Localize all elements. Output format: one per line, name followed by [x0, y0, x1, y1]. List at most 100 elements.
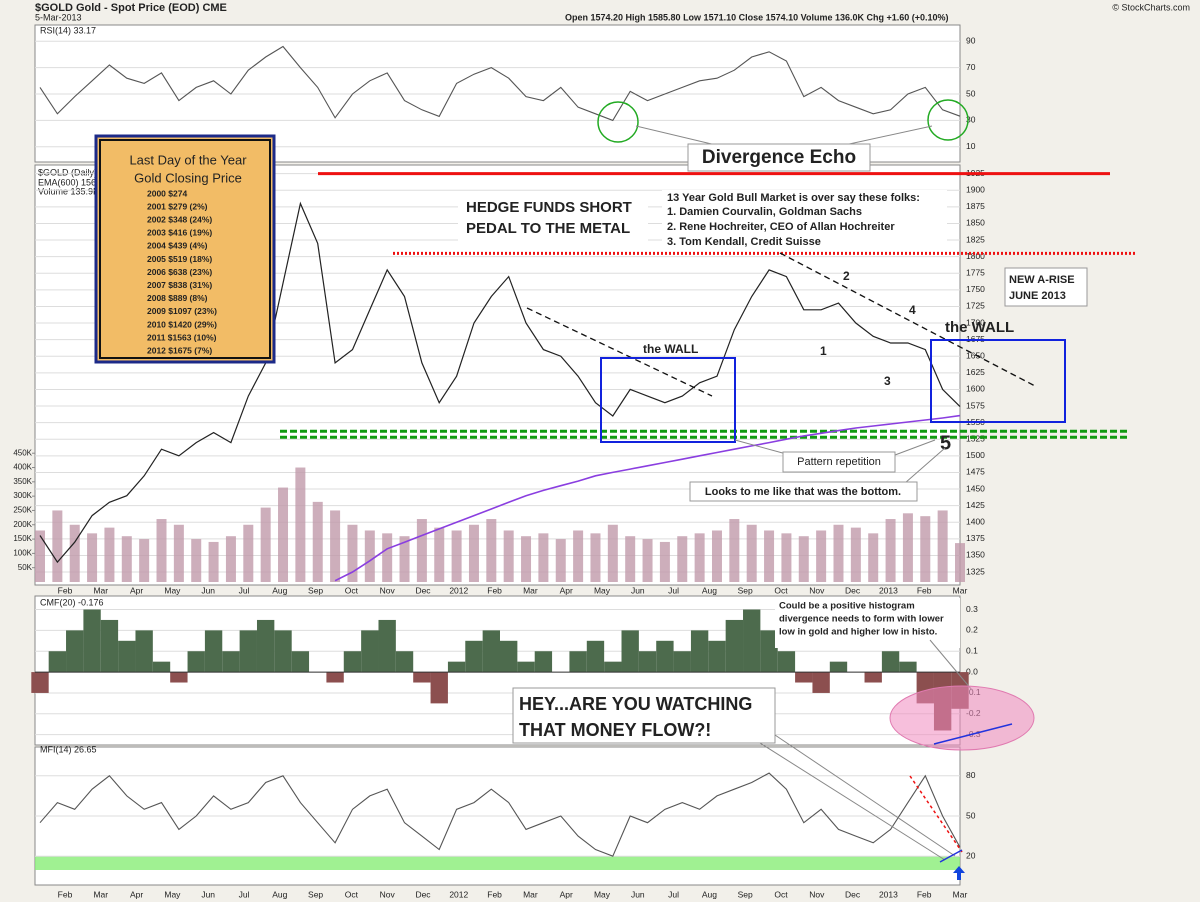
callout-box	[662, 190, 947, 248]
volume-bar	[364, 530, 375, 582]
x-tick-label: Oct	[345, 889, 359, 899]
volume-bar	[434, 527, 445, 582]
y-tick-label: 90	[966, 35, 976, 45]
y-tick-label: 1400	[966, 516, 985, 526]
area-segment	[777, 651, 796, 673]
year-row: 2004 $439 (4%)	[147, 241, 208, 251]
y-tick-label: 0.1	[966, 645, 978, 655]
year-box-inner	[99, 139, 271, 359]
area-segment	[465, 640, 483, 673]
volume-bar	[278, 487, 289, 582]
area-segment	[291, 651, 310, 673]
x-tick-label: Sep	[308, 889, 323, 899]
x-tick-label: Jun	[201, 585, 215, 595]
area-segment	[812, 672, 830, 693]
area-segment	[152, 661, 171, 673]
volume-bar	[937, 510, 948, 582]
volume-bar	[729, 519, 740, 582]
histo-text: low in gold and higher low in histo.	[779, 627, 937, 638]
x-tick-label: Apr	[560, 585, 573, 595]
callout-box	[689, 481, 918, 502]
x-tick-label: Mar	[953, 585, 968, 595]
callout-box	[782, 451, 896, 473]
volume-bar	[850, 527, 861, 582]
area-segment	[517, 661, 535, 673]
x-tick-label: Mar	[953, 889, 968, 899]
bull-text: 1. Damien Courvalin, Goldman Sachs	[667, 206, 862, 218]
volume-tick-label: 250K	[13, 506, 32, 515]
legend-entry: $GOLD (Daily) 1574.10	[38, 167, 132, 177]
x-tick-label: Dec	[845, 585, 861, 595]
volume-bar	[746, 524, 757, 582]
area-segment	[204, 630, 223, 673]
highlight-ellipse	[889, 685, 1035, 751]
volume-bar	[590, 533, 601, 582]
volume-bar	[243, 524, 254, 582]
area-segment	[500, 640, 518, 673]
y-tick-label: 1575	[966, 400, 985, 410]
volume-bar	[503, 530, 514, 582]
volume-bar	[486, 519, 497, 582]
volume-tick-label: 100K	[13, 548, 32, 557]
y-tick-label: 1750	[966, 284, 985, 294]
area-segment	[343, 651, 362, 673]
year-row: 2010 $1420 (29%)	[147, 319, 217, 329]
x-tick-label: Jun	[631, 889, 645, 899]
wave-label: 2	[843, 269, 850, 283]
area-segment	[760, 630, 778, 673]
area-segment	[881, 651, 900, 673]
y-tick-label: 0.3	[966, 604, 978, 614]
area-segment	[48, 651, 67, 673]
y-tick-label: 1850	[966, 218, 985, 228]
y-tick-label: 1625	[966, 367, 985, 377]
circle	[597, 101, 639, 143]
rise-text: JUNE 2013	[1009, 290, 1066, 302]
x-tick-label: Aug	[702, 585, 717, 595]
year-row: 2006 $638 (23%)	[147, 267, 212, 277]
year-row: 2002 $348 (24%)	[147, 214, 212, 224]
volume-bar	[538, 533, 549, 582]
volume-tick-label: 300K	[13, 491, 32, 500]
x-tick-label: Jul	[668, 889, 679, 899]
y-tick-label: 1700	[966, 317, 985, 327]
volume-bar	[659, 541, 670, 582]
y-tick-label: 1375	[966, 533, 985, 543]
legend-entry: EMA(600) 1560.60	[38, 177, 114, 187]
area-segment	[482, 630, 500, 673]
volume-tick-label: 400K	[13, 463, 32, 472]
x-tick-label: Dec	[415, 585, 431, 595]
x-tick-label: Jun	[631, 585, 645, 595]
area-segment	[118, 640, 136, 673]
hedge-text: PEDAL TO THE METAL	[466, 220, 630, 237]
x-tick-label: Mar	[523, 889, 538, 899]
y-tick-label: 50	[966, 88, 976, 98]
volume-bar	[625, 536, 636, 582]
callout-line	[759, 734, 956, 861]
wall-label: the WALL	[945, 319, 1014, 336]
volume-tick-label: 200K	[13, 520, 32, 529]
mfi-title: MFI(14) 26.65	[40, 744, 97, 754]
x-tick-label: Oct	[345, 585, 359, 595]
volume-bar	[173, 524, 184, 582]
area-segment	[361, 630, 379, 673]
rise-text: NEW A-RISE	[1009, 274, 1075, 286]
x-tick-label: Oct	[774, 889, 788, 899]
volume-bar	[677, 536, 688, 582]
volume-bar	[833, 524, 844, 582]
x-tick-label: 2012	[449, 889, 468, 899]
volume-bar	[87, 533, 98, 582]
volume-bar	[694, 533, 705, 582]
volume-bar	[35, 530, 45, 582]
area-segment	[586, 640, 605, 673]
x-tick-label: May	[594, 585, 611, 595]
volume-bar	[955, 543, 965, 582]
y-tick-label: 1500	[966, 450, 985, 460]
y-tick-label: 1900	[966, 184, 985, 194]
volume-bar	[816, 530, 827, 582]
x-tick-label: Feb	[917, 585, 932, 595]
hey-text: HEY...ARE YOU WATCHING	[519, 694, 752, 714]
volume-tick-label: 450K	[13, 448, 32, 457]
x-tick-label: Apr	[130, 585, 143, 595]
histo-text: Could be a positive histogram	[779, 601, 915, 612]
